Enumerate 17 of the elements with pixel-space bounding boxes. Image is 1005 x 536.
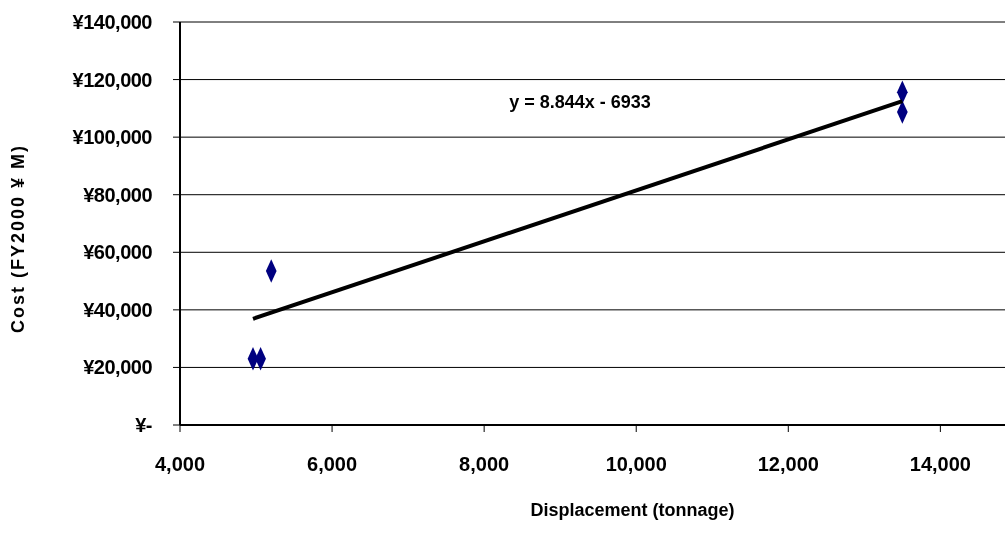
- y-tick-label: ¥-: [135, 414, 152, 436]
- x-tick-label: 14,000: [909, 453, 971, 475]
- x-tick-label: 6,000: [307, 453, 358, 475]
- y-tick-label: ¥80,000: [83, 183, 153, 206]
- x-axis-title: Displacement (tonnage): [530, 500, 735, 520]
- x-tick-label: 10,000: [605, 453, 667, 475]
- y-tick-label: ¥120,000: [72, 68, 153, 91]
- y-tick-label: ¥60,000: [83, 241, 153, 264]
- y-tick-label: ¥100,000: [72, 126, 153, 149]
- y-tick-label: ¥140,000: [72, 11, 153, 33]
- x-tick-label: 12,000: [757, 453, 819, 475]
- annotation: y = 8.844x - 6933: [509, 92, 651, 112]
- y-tick-label: ¥40,000: [83, 298, 153, 321]
- x-tick-label: 4,000: [154, 453, 206, 475]
- y-axis-title: Cost (FY2000 ¥ M): [8, 143, 28, 334]
- x-tick-label: 8,000: [459, 453, 510, 475]
- y-tick-label: ¥20,000: [83, 356, 153, 379]
